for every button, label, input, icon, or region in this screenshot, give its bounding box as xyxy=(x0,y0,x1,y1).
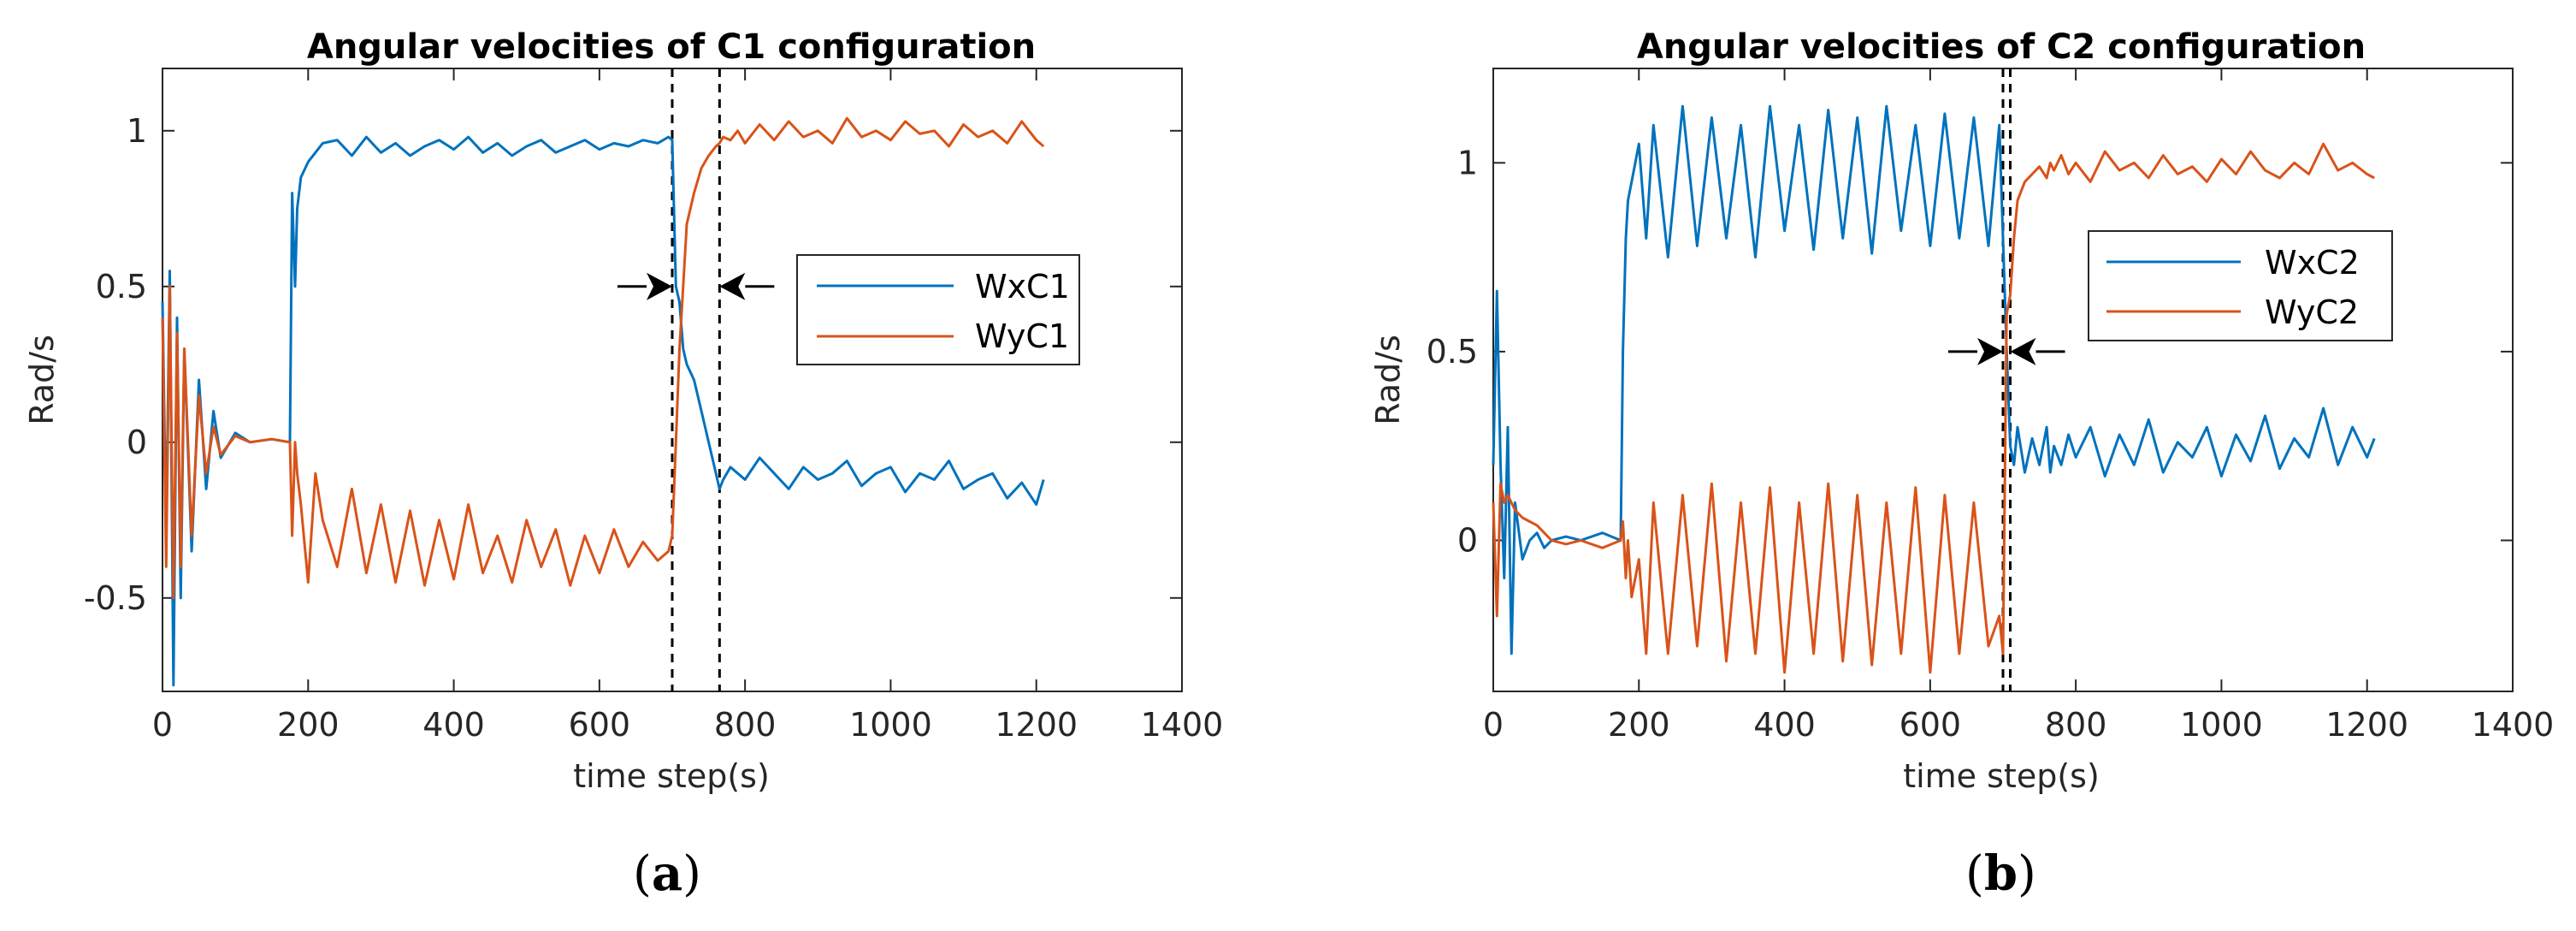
arrow-right-head xyxy=(2010,337,2036,365)
y-tick-label: 0.5 xyxy=(96,268,147,305)
panel-b: Angular velocities of C2 configuration 0… xyxy=(1369,27,2554,902)
x-tick-label: 400 xyxy=(1753,706,1816,744)
panel-a-title: Angular velocities of C1 configuration xyxy=(307,27,1036,67)
panel-a-legend: WxC1 WyC1 xyxy=(796,254,1080,365)
series-line-WxC2 xyxy=(1492,104,2376,655)
x-tick-label: 200 xyxy=(1608,706,1670,744)
panel-a: Angular velocities of C1 configuration 0… xyxy=(23,27,1223,902)
x-tick-label: 400 xyxy=(422,706,485,744)
panel-b-arrows xyxy=(1948,337,2065,365)
x-tick-label: 1000 xyxy=(849,706,932,744)
panel-b-vlines xyxy=(2001,68,2012,691)
x-tick-label: 800 xyxy=(714,706,777,744)
panel-b-xlabel: time step(s) xyxy=(1903,757,2100,795)
y-tick-label: 0.5 xyxy=(1427,333,1478,371)
panel-a-arrows xyxy=(617,272,775,300)
panel-a-ticks: 0 200 400 600 800 1000 1200 1400 -0.5 0 0.5 1 xyxy=(84,68,1224,744)
panel-a-vlines xyxy=(671,68,721,691)
panel-b-legend: WxC2 WyC2 xyxy=(2088,230,2393,341)
arrow-left-head xyxy=(1977,337,2003,365)
x-tick-label: 600 xyxy=(1900,706,1962,744)
panel-b-legend-label-wy: WyC2 xyxy=(2265,294,2359,331)
panel-b-legend-box xyxy=(2088,230,2393,341)
panel-a-legend-label-wy: WyC1 xyxy=(975,317,1069,355)
panel-a-sublabel: (a) xyxy=(633,845,701,902)
y-tick-label: 0 xyxy=(127,424,147,461)
arrow-left-head xyxy=(647,272,672,300)
x-tick-label: 600 xyxy=(569,706,631,744)
panel-b-sublabel: (b) xyxy=(1965,845,2036,902)
panel-b-ticks: 0 200 400 600 800 1000 1200 1400 0 0.5 1 xyxy=(1427,68,2555,744)
x-tick-label: 200 xyxy=(277,706,340,744)
x-tick-label: 0 xyxy=(1483,706,1504,744)
panel-a-series xyxy=(161,116,1045,687)
panel-b-series xyxy=(1492,104,2376,674)
series-line-WyC2 xyxy=(1492,142,2375,674)
y-tick-label: -0.5 xyxy=(84,579,147,617)
panel-b-legend-label-wx: WxC2 xyxy=(2265,244,2360,282)
panel-a-legend-label-wx: WxC1 xyxy=(975,268,1070,305)
x-tick-label: 1000 xyxy=(2180,706,2263,744)
panel-a-ylabel: Rad/s xyxy=(23,335,61,425)
x-tick-label: 1400 xyxy=(1141,706,1224,744)
y-tick-label: 1 xyxy=(1457,144,1478,181)
series-line-WyC1 xyxy=(161,116,1045,600)
x-tick-label: 1200 xyxy=(995,706,1078,744)
panel-b-title: Angular velocities of C2 configuration xyxy=(1637,27,2366,67)
arrow-right-head xyxy=(719,272,746,300)
x-tick-label: 1200 xyxy=(2325,706,2408,744)
y-tick-label: 1 xyxy=(127,112,147,150)
panel-b-ylabel: Rad/s xyxy=(1369,335,1407,425)
x-tick-label: 0 xyxy=(152,706,173,744)
panel-a-xlabel: time step(s) xyxy=(573,757,770,795)
x-tick-label: 800 xyxy=(2045,706,2107,744)
panel-a-legend-box xyxy=(796,254,1080,365)
x-tick-label: 1400 xyxy=(2472,706,2555,744)
y-tick-label: 0 xyxy=(1457,522,1478,560)
